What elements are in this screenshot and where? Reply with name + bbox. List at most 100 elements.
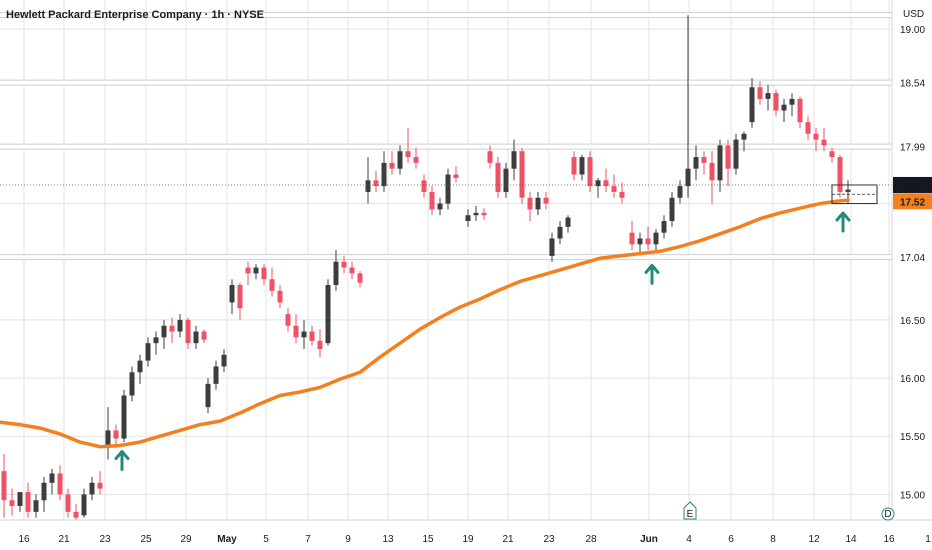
candle (205, 378, 211, 413)
x-tick-label: 1 (925, 534, 931, 545)
candle (25, 482, 31, 518)
candle (421, 174, 427, 198)
candle (277, 285, 283, 309)
candle-body (89, 482, 95, 495)
candle-body (245, 267, 251, 274)
candle (325, 279, 331, 346)
candle (445, 168, 451, 210)
candle-body (253, 267, 259, 274)
last-price-label: 17.66 (900, 181, 925, 192)
candle (405, 127, 411, 163)
candle (261, 264, 267, 286)
candle (253, 264, 259, 280)
x-tick-label: 25 (140, 534, 152, 545)
y-tick-label: 15.50 (900, 432, 925, 443)
candle-body (121, 395, 127, 439)
x-tick-label: 14 (845, 534, 857, 545)
candle-body (453, 174, 459, 178)
candle-body (97, 482, 103, 489)
level-price-label: 17.99 (900, 143, 925, 154)
candle-body (309, 331, 315, 341)
candle-body (519, 151, 525, 198)
x-tick-label: 8 (770, 534, 776, 545)
x-tick-label: 16 (18, 534, 30, 545)
candle-body (789, 98, 795, 105)
candle-body (557, 226, 563, 239)
candle (357, 271, 363, 288)
x-tick-label: Jun (640, 534, 658, 545)
candle (269, 267, 275, 297)
candle (805, 116, 811, 140)
candle (89, 476, 95, 501)
candle-body (629, 232, 635, 245)
y-tick-label: 15.00 (900, 490, 925, 501)
moving-average-label: 17.52 (900, 197, 925, 208)
candle (465, 209, 471, 227)
candle (725, 139, 731, 187)
candle (413, 147, 419, 169)
candle-body (113, 430, 119, 439)
price-axis-panel[interactable] (892, 0, 932, 550)
candle (749, 77, 755, 128)
candle-body (177, 319, 183, 332)
candle-body (611, 186, 617, 192)
candle (717, 139, 723, 192)
x-tick-label: 21 (502, 534, 514, 545)
candle (543, 191, 549, 210)
last-price-tag (893, 176, 932, 193)
candle (781, 98, 787, 123)
candle (33, 494, 39, 518)
candle-body (389, 162, 395, 169)
candle-body (465, 215, 471, 222)
candle-body (373, 180, 379, 187)
candle-body (105, 430, 111, 448)
candle-body (445, 174, 451, 204)
candle-body (25, 492, 31, 512)
moving-average-line (0, 198, 850, 449)
candle (677, 180, 683, 204)
candle (757, 81, 763, 105)
candle (557, 221, 563, 245)
candle-body (709, 162, 715, 181)
candle (503, 162, 509, 198)
candle-body (565, 217, 571, 227)
arrow-head (114, 450, 130, 461)
candle-body (797, 98, 803, 123)
candle (549, 232, 555, 262)
candle-body (1, 471, 7, 501)
candle (595, 177, 601, 198)
x-tick-label: 12 (808, 534, 820, 545)
candle (49, 468, 55, 495)
candle (741, 131, 747, 152)
candle-body (201, 331, 207, 340)
candle-body (325, 285, 331, 344)
price-tags: 18.54 17.99 17.04 17.66 17.52 (893, 74, 932, 266)
consolidation-box (0, 184, 892, 205)
candle-body (495, 162, 501, 192)
candle (495, 157, 501, 198)
level-price-label: 18.54 (900, 79, 925, 90)
candle (813, 127, 819, 152)
candle (519, 147, 525, 204)
arrow-markers (114, 211, 851, 472)
moving-average-tag (893, 193, 932, 210)
x-tick-label: 21 (58, 534, 70, 545)
candle-body (185, 319, 191, 344)
candle-body (429, 191, 435, 210)
candle-body (829, 151, 835, 158)
candle (293, 314, 299, 344)
candle-body (357, 273, 363, 283)
candle (105, 407, 111, 460)
candle-body (701, 157, 707, 163)
candle (797, 96, 803, 128)
candle-body (237, 285, 243, 309)
candle-body (653, 232, 659, 245)
candle-body (333, 261, 339, 286)
x-tick-label: 28 (585, 534, 597, 545)
candle (285, 308, 291, 332)
candle-body (603, 180, 609, 187)
candle-body (669, 197, 675, 222)
candle-body (65, 494, 71, 512)
candle-body (49, 473, 55, 483)
